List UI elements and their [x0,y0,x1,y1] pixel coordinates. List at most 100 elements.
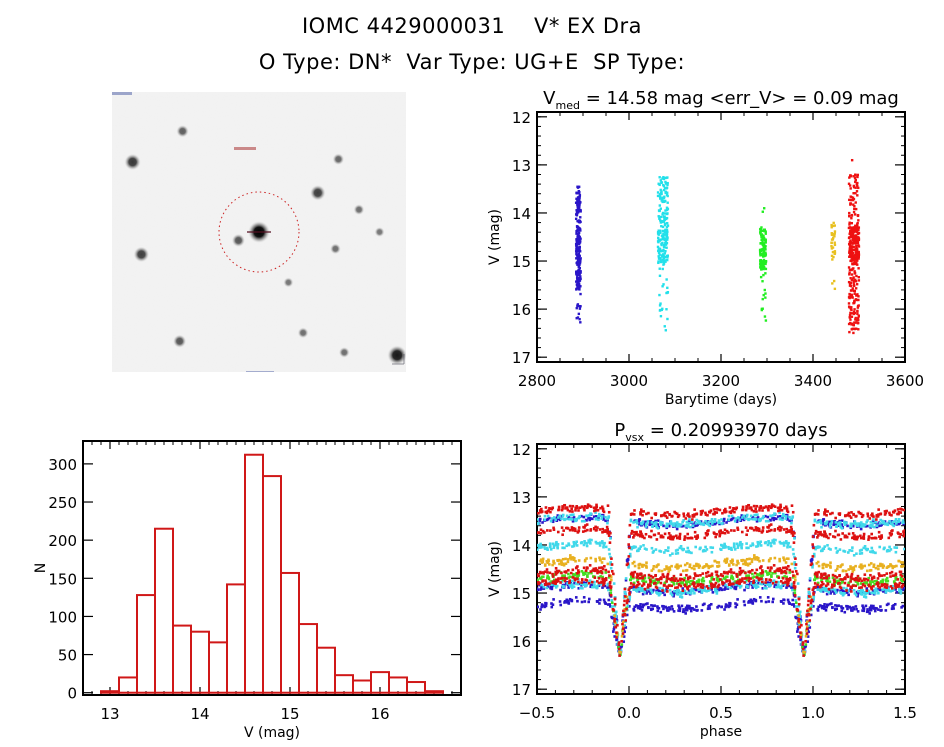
data-point-season1 [575,197,579,201]
data-point-season2 [563,546,566,550]
data-point-season1 [840,519,844,522]
data-point-season5 [555,569,559,573]
data-point-season3 [783,575,787,578]
data-point-season2 [745,542,748,545]
data-point-season5 [718,534,721,538]
data-point-season1 [839,589,842,593]
data-point-season5 [849,277,852,280]
data-point-season1 [824,605,828,609]
data-point-season4 [815,562,819,565]
data-point-season2 [575,517,578,521]
data-point-season2 [765,586,768,590]
data-point-season4 [833,235,836,238]
data-point-season2 [606,517,609,521]
data-point-season2 [866,591,870,595]
data-point-season2 [652,549,656,553]
data-point-season2 [778,540,782,544]
data-point-season5 [666,572,670,576]
data-point-season1 [577,205,581,208]
data-point-season3 [604,571,608,574]
data-point-season2 [630,545,634,549]
data-point-season5 [784,566,788,569]
y-tick-label: 250 [48,494,77,512]
data-point-season5 [650,516,653,520]
data-point-season3 [601,575,604,579]
data-point-season5 [848,268,852,272]
data-point-season5 [666,577,669,580]
data-point-season1 [566,583,570,587]
data-point-season5 [537,580,540,584]
data-point-season5 [576,531,580,534]
data-point-season5 [626,598,630,602]
data-point-season5 [883,510,887,513]
data-point-season2 [600,540,604,543]
data-point-season1 [552,598,555,601]
data-point-season2 [759,544,763,547]
data-point-season2 [855,552,858,555]
data-point-season5 [857,219,860,222]
data-point-season2 [870,591,873,595]
data-point-season2 [859,521,863,524]
data-point-season2 [668,588,672,592]
data-point-season2 [682,519,685,522]
data-point-season5 [780,580,783,583]
data-point-season1 [595,599,599,603]
data-point-season5 [757,577,761,580]
data-point-season5 [857,267,860,270]
data-point-season2 [665,308,668,311]
data-point-season2 [821,587,824,591]
data-point-season1 [781,584,785,587]
data-point-season2 [838,548,842,551]
finder-star [297,327,309,339]
data-point-season4 [567,558,570,561]
data-point-season1 [576,256,579,259]
data-point-season2 [682,547,686,551]
data-point-season4 [744,561,748,565]
data-point-season5 [557,577,560,580]
data-point-season5 [665,585,669,589]
data-point-season2 [732,581,736,584]
data-point-season5 [721,511,724,515]
data-point-season4 [824,563,828,567]
data-point-season5 [597,576,601,580]
chart-title: Pvsx = 0.20993970 days [614,420,827,444]
data-point-season2 [588,513,591,517]
data-point-season3 [586,575,589,578]
data-point-season3 [869,580,872,583]
y-tick-label: 150 [48,570,77,588]
data-point-season2 [624,593,627,596]
data-point-season3 [759,254,762,257]
data-point-season2 [853,520,857,523]
data-point-season1 [643,520,647,524]
data-point-season5 [897,512,900,516]
data-point-season5 [768,524,771,527]
data-point-season2 [857,589,860,593]
data-point-season2 [704,519,707,523]
data-point-season2 [643,591,647,594]
data-point-season5 [744,526,748,529]
data-point-season1 [872,604,875,608]
data-point-season5 [668,513,672,517]
data-point-season2 [707,589,710,593]
data-point-season1 [768,518,772,522]
data-point-season2 [663,215,666,218]
histogram-bar [136,594,156,694]
data-point-season1 [687,606,690,610]
data-point-season5 [601,530,604,534]
data-point-season5 [790,528,793,531]
data-point-season5 [799,631,802,634]
data-point-season2 [699,546,702,550]
data-point-season5 [734,507,738,511]
data-point-season1 [665,526,669,530]
data-point-season5 [758,566,762,570]
data-point-season4 [835,567,839,571]
data-point-season1 [707,604,710,608]
data-point-season5 [802,647,805,651]
data-point-season2 [798,620,802,623]
data-point-season2 [662,196,666,200]
data-point-season2 [597,512,601,516]
data-point-season2 [585,583,589,587]
data-point-season5 [769,523,773,526]
data-point-season2 [869,523,873,527]
data-point-season5 [568,504,572,508]
